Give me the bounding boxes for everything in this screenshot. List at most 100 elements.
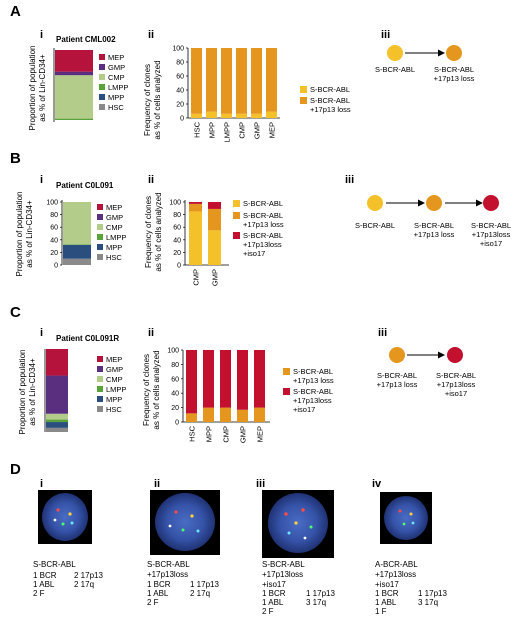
bar-segment-s-bcr-abl-17p13-loss	[191, 48, 202, 114]
b-i-ylabel-1: Proportion of population	[15, 192, 24, 277]
fish-signal	[411, 521, 415, 525]
x-tick-label: LMPP	[223, 122, 232, 142]
legend-label-gmp: GMP	[106, 213, 123, 222]
fish-signal	[301, 508, 305, 512]
legend-swatch-hsc	[97, 254, 103, 260]
d-iv-count: 1 17p13	[418, 589, 447, 598]
d-iv-count: 3 17q	[418, 598, 438, 607]
fish-nucleus	[42, 493, 88, 541]
legend-swatch-mpp	[99, 94, 105, 100]
legend-label-cmp: CMP	[108, 73, 125, 82]
y-tick-label: 20	[50, 250, 58, 257]
a-ii-bars: HSC MPP LMPP CMP GMP MEP	[191, 48, 277, 142]
arrow-head	[438, 351, 445, 359]
legend-swatch-cmp	[99, 74, 105, 80]
y-tick-label: 40	[50, 237, 58, 244]
bar-segment-s-bcr-abl-17p13-loss	[251, 48, 262, 114]
y-tick-label: 100	[169, 200, 181, 207]
d-ii-line: +17p13loss	[147, 570, 188, 579]
d-iii-count: 1 ABL	[262, 598, 284, 607]
legend-swatch-lmpp	[97, 386, 103, 392]
bar-segment-s-bcr-abl-17p13-loss	[203, 407, 214, 422]
a-ii-legend: S-BCR-ABL S-BCR-ABL +17p13 loss	[300, 85, 351, 114]
bar-segment-s-bcr-abl-17p13-loss	[186, 413, 197, 422]
bar-segment-s-bcr-abl	[236, 113, 247, 118]
legend-label-mep: MEP	[106, 203, 122, 212]
legend-swatch-hsc	[97, 406, 103, 412]
d-i-count: 1 ABL	[33, 580, 55, 589]
d-ii-count: 1 ABL	[147, 589, 169, 598]
y-tick-label: 0	[180, 116, 184, 123]
d-i-line: S-BCR-ABL	[33, 560, 76, 569]
legend-swatch-17p13	[233, 212, 240, 219]
legend-swatch-gmp	[97, 214, 103, 220]
y-tick-label: 100	[46, 200, 58, 207]
c-ii-legend: S-BCR-ABL +17p13 loss S-BCR-ABL +17p13lo…	[283, 367, 334, 414]
node-label: +17p13loss	[472, 230, 511, 239]
y-tick-label: 0	[54, 263, 58, 270]
legend-label-17p13-l2: +17p13 loss	[243, 220, 284, 229]
d-ii-line: S-BCR-ABL	[147, 560, 190, 569]
d-iii-line: +iso17	[262, 580, 286, 589]
legend-label-mpp: MPP	[106, 395, 122, 404]
x-tick-label: CMP	[222, 426, 231, 443]
arrow-head	[476, 199, 483, 207]
x-tick-label: HSC	[193, 121, 202, 137]
legend-label-gmp: GMP	[108, 63, 125, 72]
bar-segment-s-bcr-abl	[208, 230, 221, 265]
bar-segment-s-bcr-abl-17p13-loss	[237, 409, 248, 422]
x-tick-label: CMP	[192, 269, 201, 286]
clone-node-sbcr	[367, 195, 383, 211]
legend-label-iso17-l2: +17p13loss	[293, 396, 332, 405]
fish-signal	[409, 512, 413, 516]
b-i-bar	[63, 202, 91, 265]
bar-segment-cmp	[55, 75, 93, 119]
bar-segment-s-bcr-abl-17p13-loss	[266, 48, 277, 112]
d-iii-line: +17p13loss	[262, 570, 303, 579]
fish-signal	[402, 522, 406, 526]
a-i-label: i	[40, 29, 43, 41]
bar-segment-s-bcr-abl-17p13loss-iso17	[203, 350, 214, 408]
bar-segment-s-bcr-abl-17p13-loss	[236, 48, 247, 114]
b-i-ylabel-2: as % of Lin-CD34+	[25, 200, 34, 268]
legend-swatch-cmp	[97, 376, 103, 382]
fish-signal	[284, 512, 288, 516]
b-ii-bars: CMP GMP	[189, 202, 221, 286]
legend-label-iso17-l3: +iso17	[293, 405, 315, 414]
d-ii-count: 1 17p13	[190, 580, 219, 589]
y-tick-label: 80	[50, 212, 58, 219]
y-tick-label: 60	[176, 74, 184, 81]
node-label: +17p13 loss	[434, 74, 475, 83]
fish-signal	[61, 522, 65, 526]
fish-nucleus	[155, 493, 215, 551]
fish-signal	[303, 536, 307, 540]
arrow-head	[438, 49, 445, 57]
a-i-bar	[55, 50, 93, 120]
legend-label-17p13-l2: +17p13 loss	[310, 105, 351, 114]
b-ii-ylabel-2: as % of cells analyzed	[154, 192, 163, 271]
d-i-count: 2 F	[33, 589, 45, 598]
panel-letter-d: D	[10, 461, 21, 478]
legend-label-17p13-l1: S-BCR-ABL	[310, 96, 350, 105]
legend-label-hsc: HSC	[108, 103, 124, 112]
x-tick-label: MEP	[256, 426, 265, 442]
d-i-count: 1 BCR	[33, 571, 57, 580]
bar-segment-s-bcr-abl-17p13-loss	[208, 208, 221, 231]
legend-swatch-hsc	[99, 104, 105, 110]
bar-segment-s-bcr-abl-17p13-loss	[206, 48, 217, 112]
a-ii-ylabel-2: as % of cells analyzed	[153, 60, 162, 139]
y-tick-label: 40	[173, 237, 181, 244]
bar-segment-mpp	[46, 422, 68, 428]
node-label: S-BCR-ABL	[375, 65, 415, 74]
c-ii-ylabel-2: as % of cells analyzed	[152, 350, 161, 429]
node-label: +17p13 loss	[377, 380, 418, 389]
legend-label-lmpp: LMPP	[106, 233, 126, 242]
y-tick-label: 60	[173, 225, 181, 232]
bar-segment-s-bcr-abl	[206, 111, 217, 118]
bar-segment-s-bcr-abl-17p13loss-iso17	[186, 350, 197, 414]
y-tick-label: 20	[176, 102, 184, 109]
fish-signal	[68, 512, 72, 516]
fish-signal	[190, 514, 194, 518]
d-i-label: i	[40, 478, 43, 490]
